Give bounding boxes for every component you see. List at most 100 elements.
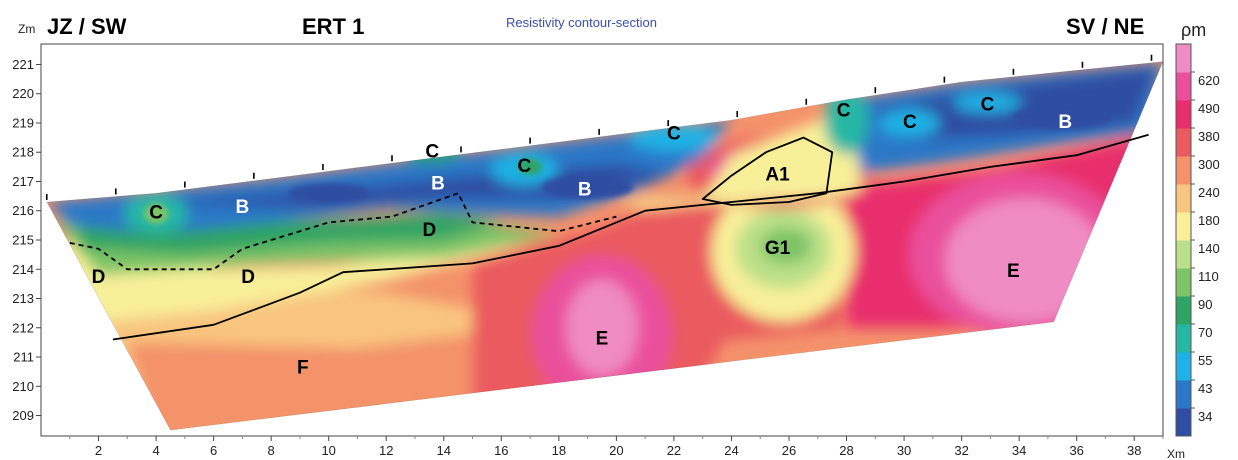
axes: 2 4 6 8 10 12 14 16 18 20 22 24 26 28 30 32 34 36 38209210… bbox=[12, 57, 1164, 458]
pocket-c-3-core bbox=[518, 158, 543, 175]
band-upper-yellow bbox=[616, 105, 861, 208]
y-tick-label-209: 209 bbox=[12, 408, 34, 423]
colorbar-label-70: 70 bbox=[1198, 325, 1212, 340]
x-tick-label-24: 24 bbox=[724, 443, 738, 458]
zone-label-c-8: C bbox=[517, 156, 531, 177]
colorbar-swatch-9 bbox=[1176, 184, 1191, 213]
colorbar-label-140: 140 bbox=[1198, 241, 1220, 256]
y-tick-label-221: 221 bbox=[12, 57, 34, 72]
x-tick-label-28: 28 bbox=[839, 443, 853, 458]
zone-label-a1-11: A1 bbox=[765, 165, 790, 186]
zone-label-c-12: C bbox=[837, 100, 851, 121]
x-tick-label-16: 16 bbox=[494, 443, 508, 458]
zone-label-c-13: C bbox=[903, 112, 917, 133]
y-tick-label-212: 212 bbox=[12, 320, 34, 335]
colorbar-label-110: 110 bbox=[1198, 269, 1219, 284]
colorbar-label-240: 240 bbox=[1198, 185, 1220, 200]
colorbar-swatch-13 bbox=[1176, 72, 1191, 101]
zone-label-b-15: B bbox=[1058, 112, 1072, 133]
x-tick-label-2: 2 bbox=[95, 443, 102, 458]
x-tick-label-20: 20 bbox=[609, 443, 623, 458]
zone-e-center-core bbox=[566, 279, 638, 376]
x-tick-label-30: 30 bbox=[897, 443, 911, 458]
x-tick-label-36: 36 bbox=[1069, 443, 1083, 458]
profile-name: ERT 1 bbox=[302, 14, 364, 39]
colorbar-swatch-1 bbox=[1176, 408, 1191, 437]
zone-e-right-core bbox=[944, 198, 1105, 323]
x-tick-label-38: 38 bbox=[1127, 443, 1141, 458]
colorbar-swatch-5 bbox=[1176, 296, 1191, 325]
colorbar-label-43: 43 bbox=[1198, 381, 1212, 396]
zone-label-e-18: E bbox=[596, 328, 609, 349]
band-green-d bbox=[69, 213, 502, 255]
colorbar-swatch-10 bbox=[1176, 156, 1191, 185]
x-tick-label-32: 32 bbox=[954, 443, 968, 458]
y-tick-label-210: 210 bbox=[12, 379, 34, 394]
colorbar-swatch-8 bbox=[1176, 212, 1191, 241]
y-tick-label-218: 218 bbox=[12, 145, 34, 160]
section-title: Resistivity contour-section bbox=[506, 15, 657, 30]
zone-g1-green bbox=[760, 227, 813, 264]
zone-label-d-4: D bbox=[241, 267, 255, 288]
colorbar-label-34: 34 bbox=[1198, 409, 1212, 424]
colorbar-swatch-11 bbox=[1176, 128, 1191, 157]
y-tick-label-214: 214 bbox=[12, 262, 34, 277]
y-tick-label-213: 213 bbox=[12, 291, 34, 306]
colorbar-swatch-6 bbox=[1176, 268, 1191, 297]
x-tick-label-18: 18 bbox=[552, 443, 566, 458]
x-tick-label-8: 8 bbox=[268, 443, 275, 458]
x-tick-label-34: 34 bbox=[1012, 443, 1026, 458]
x-tick-label-10: 10 bbox=[321, 443, 335, 458]
boundary-lines bbox=[69, 133, 1149, 341]
colorbar-swatch-3 bbox=[1176, 352, 1191, 381]
layer-b-left-blue bbox=[46, 120, 732, 235]
pocket-c-5 bbox=[824, 86, 869, 155]
x-tick-label-4: 4 bbox=[152, 443, 159, 458]
zone-label-b-2: B bbox=[236, 197, 250, 218]
colorbar-swatch-2 bbox=[1176, 380, 1191, 409]
colorbar-label-55: 55 bbox=[1198, 353, 1212, 368]
x-tick-label-22: 22 bbox=[667, 443, 681, 458]
colorbar-label-300: 300 bbox=[1198, 157, 1220, 172]
electrode-markers bbox=[45, 54, 1153, 200]
zone-label-g1-16: G1 bbox=[765, 238, 791, 259]
left-orientation-label: JZ / SW bbox=[47, 14, 127, 39]
section-outline bbox=[46, 61, 1164, 431]
band-yellow bbox=[55, 240, 531, 322]
zone-label-c-14: C bbox=[981, 94, 995, 115]
pocket-c-6 bbox=[879, 108, 940, 137]
y-tick-label-220: 220 bbox=[12, 86, 34, 101]
zone-label-c-10: C bbox=[667, 124, 681, 145]
x-axis-unit-label: Xm bbox=[1167, 447, 1185, 460]
colorbar-label-380: 380 bbox=[1198, 129, 1220, 144]
colorbar-swatch-4 bbox=[1176, 324, 1191, 353]
colorbar-label-180: 180 bbox=[1198, 213, 1220, 228]
anomaly-a1-outline bbox=[701, 136, 834, 206]
dashed-boundary bbox=[69, 192, 617, 271]
resistivity-details bbox=[144, 105, 1113, 224]
colorbar-label-620: 620 bbox=[1198, 73, 1220, 88]
y-axis-unit-label: Zm bbox=[18, 22, 35, 36]
layer-b-dark-core-3 bbox=[1012, 105, 1113, 130]
colorbar-label-90: 90 bbox=[1198, 297, 1212, 312]
y-tick-label-216: 216 bbox=[12, 203, 34, 218]
zone-label-f-19: F bbox=[297, 358, 309, 379]
colorbar-label-490: 490 bbox=[1198, 101, 1220, 116]
zone-label-c-1: C bbox=[149, 203, 163, 224]
y-tick-label-217: 217 bbox=[12, 174, 34, 189]
zone-label-b-6: B bbox=[431, 173, 445, 194]
pocket-c-7 bbox=[953, 92, 1022, 113]
y-tick-label-211: 211 bbox=[13, 350, 34, 365]
colorbar-swatch-12 bbox=[1176, 100, 1191, 129]
right-orientation-label: SV / NE bbox=[1066, 14, 1144, 39]
x-tick-label-6: 6 bbox=[210, 443, 217, 458]
pocket-c-1-core bbox=[144, 203, 169, 224]
zone-label-c-5: C bbox=[425, 141, 439, 162]
zone-label-e-17: E bbox=[1007, 261, 1020, 282]
colorbar-unit-label: ρm bbox=[1181, 20, 1206, 40]
colorbar-swatch-14 bbox=[1176, 44, 1191, 73]
y-tick-label-215: 215 bbox=[12, 233, 34, 248]
zone-label-b-9: B bbox=[578, 179, 592, 200]
